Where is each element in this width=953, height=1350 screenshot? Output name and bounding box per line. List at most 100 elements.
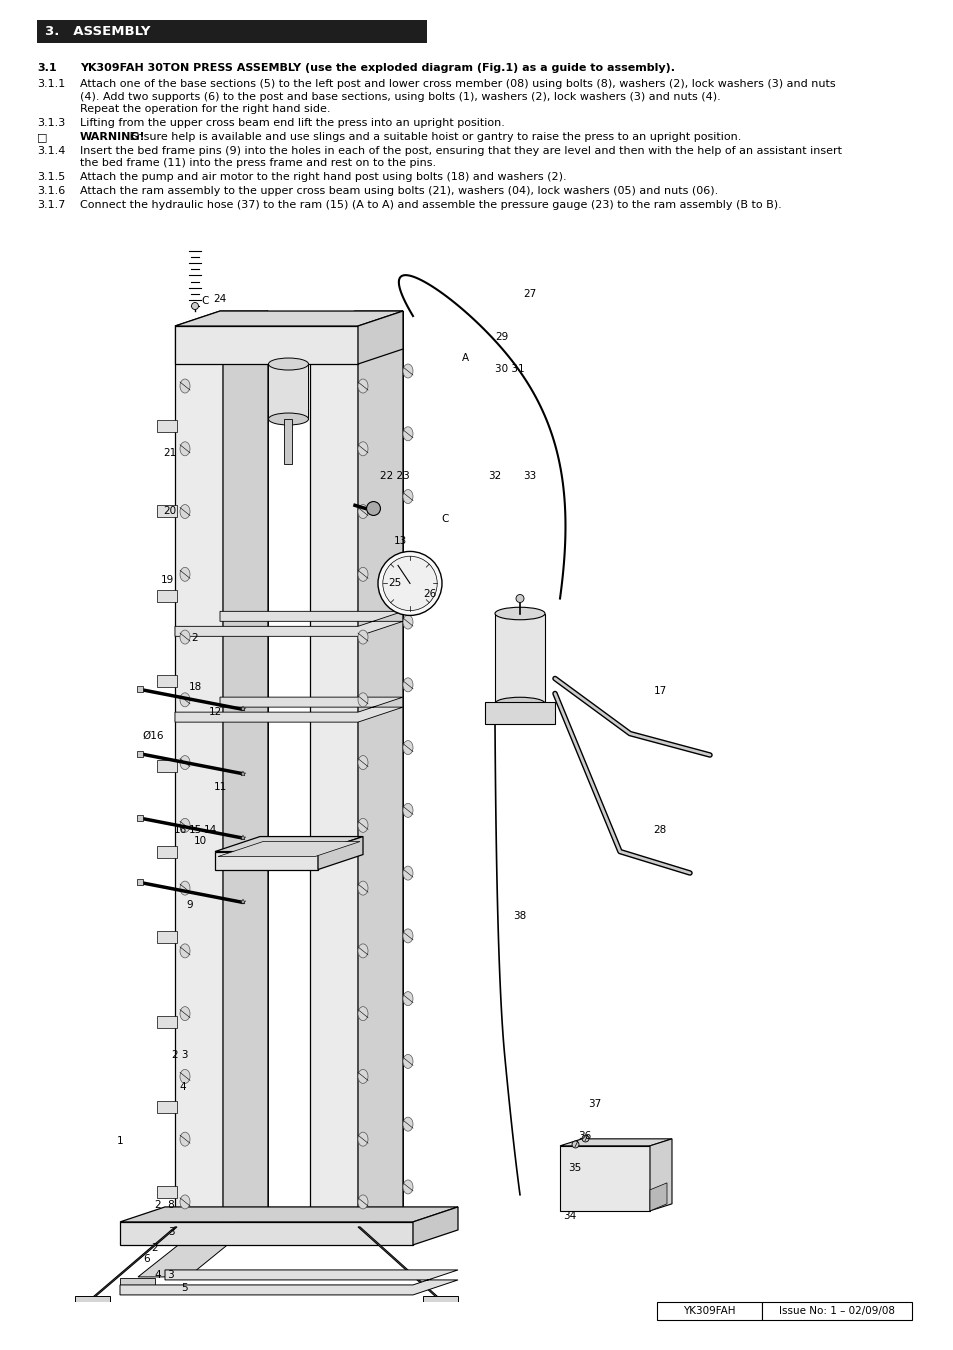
- Ellipse shape: [495, 608, 544, 620]
- Text: 5: 5: [181, 1282, 188, 1293]
- Circle shape: [192, 302, 198, 309]
- Ellipse shape: [357, 379, 368, 393]
- Ellipse shape: [268, 358, 308, 370]
- Text: 34: 34: [563, 1211, 576, 1222]
- Polygon shape: [317, 837, 363, 869]
- Ellipse shape: [357, 944, 368, 958]
- Bar: [157, 930, 177, 942]
- Text: 14: 14: [203, 825, 216, 836]
- Polygon shape: [355, 310, 402, 1212]
- Ellipse shape: [402, 803, 413, 817]
- Polygon shape: [559, 1139, 671, 1146]
- Text: □: □: [37, 132, 48, 142]
- Text: YK309FAH: YK309FAH: [682, 1305, 735, 1316]
- Ellipse shape: [268, 413, 308, 425]
- Bar: [75, 1296, 110, 1312]
- Polygon shape: [174, 327, 223, 1227]
- Circle shape: [377, 551, 441, 616]
- Text: 3.1.5: 3.1.5: [37, 173, 65, 182]
- Polygon shape: [649, 1183, 666, 1211]
- Text: (4). Add two supports (6) to the post and base sections, using bolts (1), washer: (4). Add two supports (6) to the post an…: [80, 92, 720, 101]
- Polygon shape: [138, 1212, 268, 1277]
- Bar: [157, 675, 177, 687]
- Ellipse shape: [180, 441, 190, 456]
- Polygon shape: [649, 1139, 671, 1211]
- Bar: [284, 418, 293, 464]
- Text: C: C: [441, 514, 448, 524]
- Ellipse shape: [402, 929, 413, 942]
- Ellipse shape: [357, 567, 368, 582]
- Text: 2 3: 2 3: [172, 1050, 188, 1060]
- Bar: [484, 702, 555, 724]
- Polygon shape: [174, 697, 402, 722]
- Ellipse shape: [180, 882, 190, 895]
- Text: YK309FAH 30TON PRESS ASSEMBLY (use the exploded diagram (Fig.1) as a guide to as: YK309FAH 30TON PRESS ASSEMBLY (use the e…: [80, 63, 675, 73]
- Ellipse shape: [402, 992, 413, 1006]
- Bar: [157, 420, 177, 432]
- Ellipse shape: [357, 1195, 368, 1210]
- Ellipse shape: [357, 756, 368, 770]
- Polygon shape: [220, 350, 268, 1212]
- Ellipse shape: [180, 379, 190, 393]
- Bar: [37, 20, 427, 43]
- Text: Issue No: 1 – 02/09/08: Issue No: 1 – 02/09/08: [779, 1305, 894, 1316]
- Ellipse shape: [180, 1069, 190, 1084]
- Text: 28: 28: [653, 825, 666, 836]
- Text: Repeat the operation for the right hand side.: Repeat the operation for the right hand …: [80, 104, 330, 113]
- Text: 2: 2: [152, 1243, 158, 1253]
- Text: 19: 19: [160, 575, 173, 585]
- Ellipse shape: [357, 818, 368, 833]
- Text: A: A: [461, 354, 468, 363]
- Ellipse shape: [357, 1069, 368, 1084]
- Text: 17: 17: [653, 686, 666, 695]
- Bar: [157, 1015, 177, 1027]
- Ellipse shape: [402, 364, 413, 378]
- Ellipse shape: [180, 818, 190, 833]
- Polygon shape: [357, 310, 402, 364]
- Ellipse shape: [357, 441, 368, 456]
- Text: 27: 27: [523, 289, 536, 298]
- Ellipse shape: [402, 1180, 413, 1193]
- Bar: [268, 364, 308, 418]
- Bar: [157, 590, 177, 602]
- Polygon shape: [310, 327, 357, 1227]
- Polygon shape: [218, 841, 359, 856]
- Ellipse shape: [402, 427, 413, 441]
- Text: 3.1.1: 3.1.1: [37, 80, 65, 89]
- Ellipse shape: [357, 882, 368, 895]
- Ellipse shape: [402, 1054, 413, 1068]
- Text: the bed frame (11) into the press frame and rest on to the pins.: the bed frame (11) into the press frame …: [80, 158, 436, 169]
- Ellipse shape: [402, 741, 413, 755]
- Ellipse shape: [357, 1007, 368, 1021]
- Polygon shape: [559, 1146, 649, 1211]
- Text: 35: 35: [568, 1162, 581, 1173]
- Bar: [120, 1278, 154, 1292]
- Ellipse shape: [357, 630, 368, 644]
- Circle shape: [382, 556, 436, 610]
- Polygon shape: [174, 310, 402, 327]
- Ellipse shape: [180, 1007, 190, 1021]
- Bar: [157, 1100, 177, 1112]
- Text: 10: 10: [193, 836, 207, 846]
- Text: 3.1.6: 3.1.6: [37, 186, 65, 197]
- Text: 3.1.4: 3.1.4: [37, 146, 66, 157]
- Polygon shape: [220, 310, 402, 350]
- Polygon shape: [174, 310, 268, 327]
- Ellipse shape: [357, 693, 368, 707]
- Text: 37: 37: [588, 1099, 601, 1108]
- Ellipse shape: [402, 867, 413, 880]
- Bar: [157, 505, 177, 517]
- Text: Ø16: Ø16: [142, 730, 164, 741]
- Bar: [422, 1296, 457, 1312]
- Text: Attach one of the base sections (5) to the left post and lower cross member (08): Attach one of the base sections (5) to t…: [80, 80, 835, 89]
- Text: WARNING!: WARNING!: [80, 132, 146, 142]
- Polygon shape: [120, 1270, 457, 1295]
- Ellipse shape: [180, 630, 190, 644]
- Polygon shape: [357, 310, 402, 1227]
- Text: 20: 20: [163, 506, 176, 517]
- Ellipse shape: [180, 693, 190, 707]
- Ellipse shape: [180, 1133, 190, 1146]
- Ellipse shape: [180, 505, 190, 518]
- Ellipse shape: [402, 552, 413, 566]
- Text: 25: 25: [388, 578, 401, 589]
